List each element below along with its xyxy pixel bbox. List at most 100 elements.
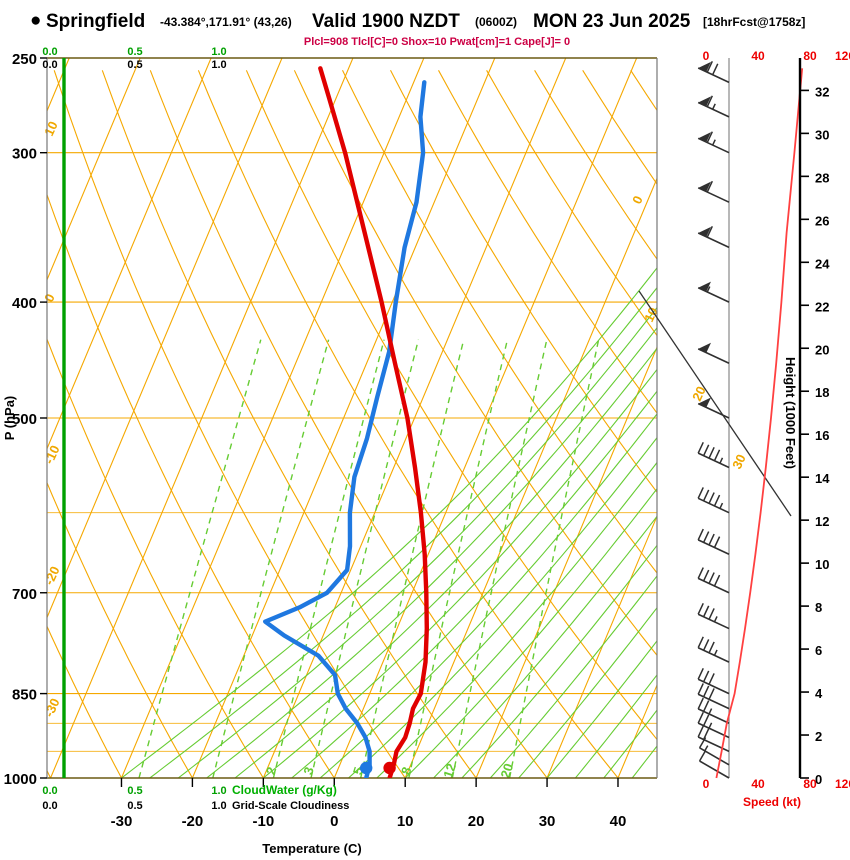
wind-barb-half <box>713 649 718 656</box>
cloudwater-tick-bottom: 1.0 <box>211 785 226 797</box>
moist-adiabat-line <box>149 286 657 778</box>
isotherm-line <box>50 58 354 778</box>
cloudiness-tick-bottom: 1.0 <box>211 800 226 812</box>
cloudwater-tick-bottom: 0.5 <box>127 785 142 797</box>
cloudiness-scale: 0.0 0.0 0.5 0.5 1.0 1.0 Grid-Scale Cloudiness <box>42 59 349 812</box>
wind-barb-pennant <box>698 397 711 408</box>
wind-barb-full <box>697 603 704 615</box>
pressure-axis: 250 300 400 500 700 850 1000 P (hPa) <box>2 51 47 788</box>
cloudwater-tick-top: 0.5 <box>127 46 142 58</box>
wind-barb-half <box>712 139 716 146</box>
temperature-tick-label: -20 <box>182 813 204 830</box>
wind-barb <box>697 487 730 514</box>
temperature-tick-label: 30 <box>539 813 556 830</box>
wind-panel-edge <box>638 290 792 517</box>
speed-tick-label-bottom: 80 <box>803 777 817 791</box>
wind-barb-shaft <box>697 539 730 555</box>
moist-adiabat-line <box>489 575 657 778</box>
temperature-axis: -30 -20 -10 0 10 20 30 40 Temperature (C) <box>111 778 626 856</box>
cloudwater-axis-label: CloudWater (g/Kg) <box>232 783 337 797</box>
speed-tick-label-top: 40 <box>751 49 765 63</box>
isotherm-line <box>191 58 496 778</box>
wind-barb <box>698 737 730 766</box>
height-tick-label: 14 <box>815 471 830 486</box>
dry-adiabat-label: 10 <box>641 305 661 324</box>
wind-barb-full <box>708 673 715 685</box>
mixing-ratio-label: 12 <box>440 762 459 780</box>
plot-frame <box>46 57 658 779</box>
moist-adiabat-line <box>404 487 657 778</box>
wind-barb-full <box>702 685 710 698</box>
mixing-ratio-label: 20 <box>497 762 516 780</box>
wind-barb-full <box>713 536 721 548</box>
dry-adiabat-line <box>47 193 335 778</box>
isotherm-line <box>404 177 657 778</box>
wind-barb-full <box>702 728 710 740</box>
temperature-tick-label: 20 <box>468 813 485 830</box>
speed-tick-label-bottom: 40 <box>751 777 765 791</box>
wind-barb <box>698 750 730 779</box>
wind-barb-full <box>697 725 704 738</box>
wind-barb-shaft <box>699 747 730 766</box>
dry-adiabat-line <box>101 70 477 778</box>
temperature-marker <box>383 761 396 775</box>
wind-barb-full <box>702 605 710 618</box>
height-tick-label: 6 <box>815 643 822 658</box>
cloudiness-axis-label: Grid-Scale Cloudiness <box>232 800 349 812</box>
height-tick-label: 20 <box>815 342 829 357</box>
wind-barb <box>697 528 730 555</box>
isotherm-line <box>760 58 850 778</box>
height-tick-label: 8 <box>815 600 822 615</box>
wind-barb-half <box>706 286 711 293</box>
wind-barb-full <box>697 668 704 680</box>
moist-adiabat-line <box>574 674 657 778</box>
moist-adiabat-line <box>348 436 657 778</box>
pressure-tick-label: 850 <box>12 687 37 704</box>
dewpoint-profile-line <box>263 80 427 778</box>
height-tick-label: 32 <box>815 84 829 99</box>
dry-adiabat-label: 10 <box>41 119 61 138</box>
wind-barb-full <box>708 572 715 584</box>
wind-barb <box>697 668 730 695</box>
wind-barb <box>697 567 730 594</box>
mixing-ratio-lines <box>138 339 600 778</box>
wind-barb-pennant <box>698 132 711 143</box>
moist-adiabat-line <box>177 306 657 778</box>
wind-barb-pennant <box>698 281 711 292</box>
wind-barb-pennant <box>698 96 711 107</box>
dry-adiabat-label: 30 <box>729 452 749 471</box>
moist-adiabat-line <box>234 347 657 778</box>
wind-barb <box>697 725 730 753</box>
dry-adiabat-line <box>342 70 657 574</box>
wind-barb-half <box>713 616 718 623</box>
wind-barb-shaft <box>697 678 730 695</box>
dry-adiabat-line <box>438 70 657 415</box>
mixing-ratio-line <box>272 339 385 778</box>
mixing-ratio-labels: 2 3 5 8 12 20 <box>263 762 516 780</box>
header: ● Springfield -43.384°,171.91° (43,26) Vali… <box>30 10 805 48</box>
wind-barb-full <box>706 61 713 73</box>
wind-barb-full <box>697 487 704 499</box>
height-tick-label: 18 <box>815 385 829 400</box>
height-tick-label: 0 <box>815 772 822 787</box>
temperature-tick-label: -30 <box>111 813 133 830</box>
wind-barb <box>697 226 730 249</box>
station-coords: -43.384°,171.91° (43,26) <box>160 15 292 29</box>
wind-barb-half <box>719 502 724 509</box>
wind-barb-shaft <box>697 452 730 469</box>
wind-barb-shaft <box>697 708 730 725</box>
wind-barb <box>697 61 730 84</box>
wind-barb <box>697 131 730 154</box>
dry-adiabat-line <box>53 70 406 778</box>
mixing-ratio-label: 2 <box>263 765 280 777</box>
moist-adiabat-line <box>291 390 657 778</box>
dry-adiabat-line <box>390 70 657 494</box>
dry-adiabat-label: 0 <box>629 193 646 206</box>
speed-axis-label: Speed (kt) <box>743 795 801 809</box>
wind-barb-full <box>702 489 710 502</box>
wind-barb-full <box>698 750 707 762</box>
wind-barb <box>697 397 730 419</box>
height-tick-label: 28 <box>815 170 829 185</box>
temperature-tick-label: -10 <box>252 813 274 830</box>
